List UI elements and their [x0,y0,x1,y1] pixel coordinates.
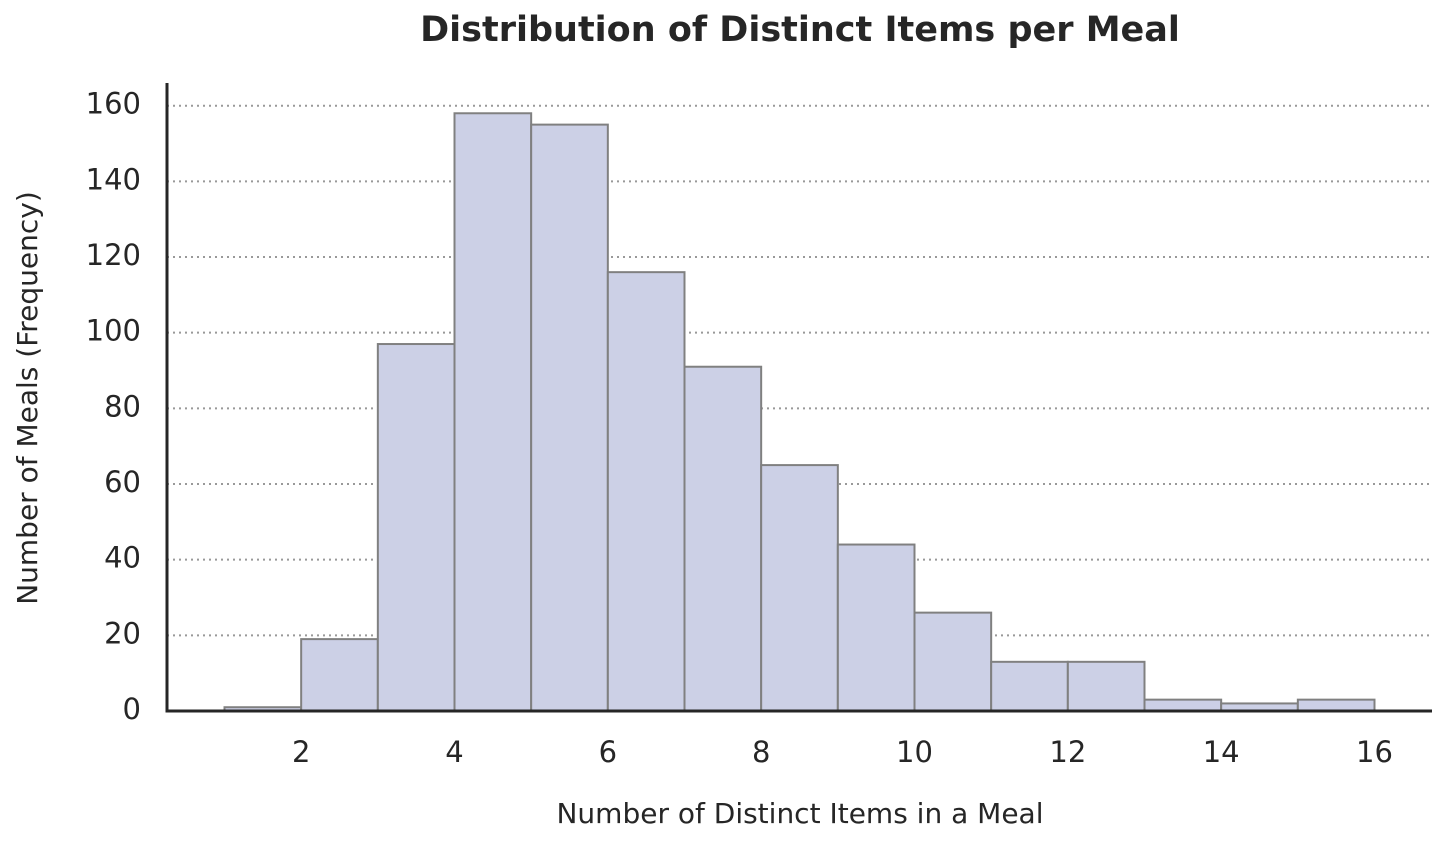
y-axis-label: Number of Meals (Frequency) [11,191,44,605]
bar [606,271,686,712]
y-tick-label: 0 [123,692,141,726]
x-axis-label: Number of Distinct Items in a Meal [556,797,1043,830]
bar [913,611,993,712]
bar [683,365,763,712]
x-tick-label: 10 [896,735,933,769]
bar [1296,698,1376,712]
y-tick-label: 20 [104,616,141,650]
chart-title: Distribution of Distinct Items per Meal [420,10,1180,50]
x-tick-label: 4 [445,735,463,769]
y-tick-label: 160 [86,87,141,121]
x-tick-label: 8 [752,735,770,769]
bar [990,660,1069,712]
y-tick-label: 140 [86,162,141,196]
bar [836,543,916,712]
bar [453,112,533,712]
bar [376,343,456,712]
x-tick-label: 2 [292,735,310,769]
x-tick-label: 14 [1203,735,1240,769]
y-tick-label: 60 [104,465,141,499]
y-tick-label: 120 [86,238,141,272]
bar [760,464,839,712]
y-tick-label: 40 [104,541,141,575]
x-tick-label: 16 [1356,735,1393,769]
y-tick-label: 100 [86,314,141,348]
bar [300,638,379,712]
bar [1066,660,1146,712]
bar [530,123,609,713]
x-tick-label: 12 [1049,735,1086,769]
x-tick-label: 6 [599,735,617,769]
y-tick-label: 80 [104,389,141,423]
bar [1143,698,1223,712]
